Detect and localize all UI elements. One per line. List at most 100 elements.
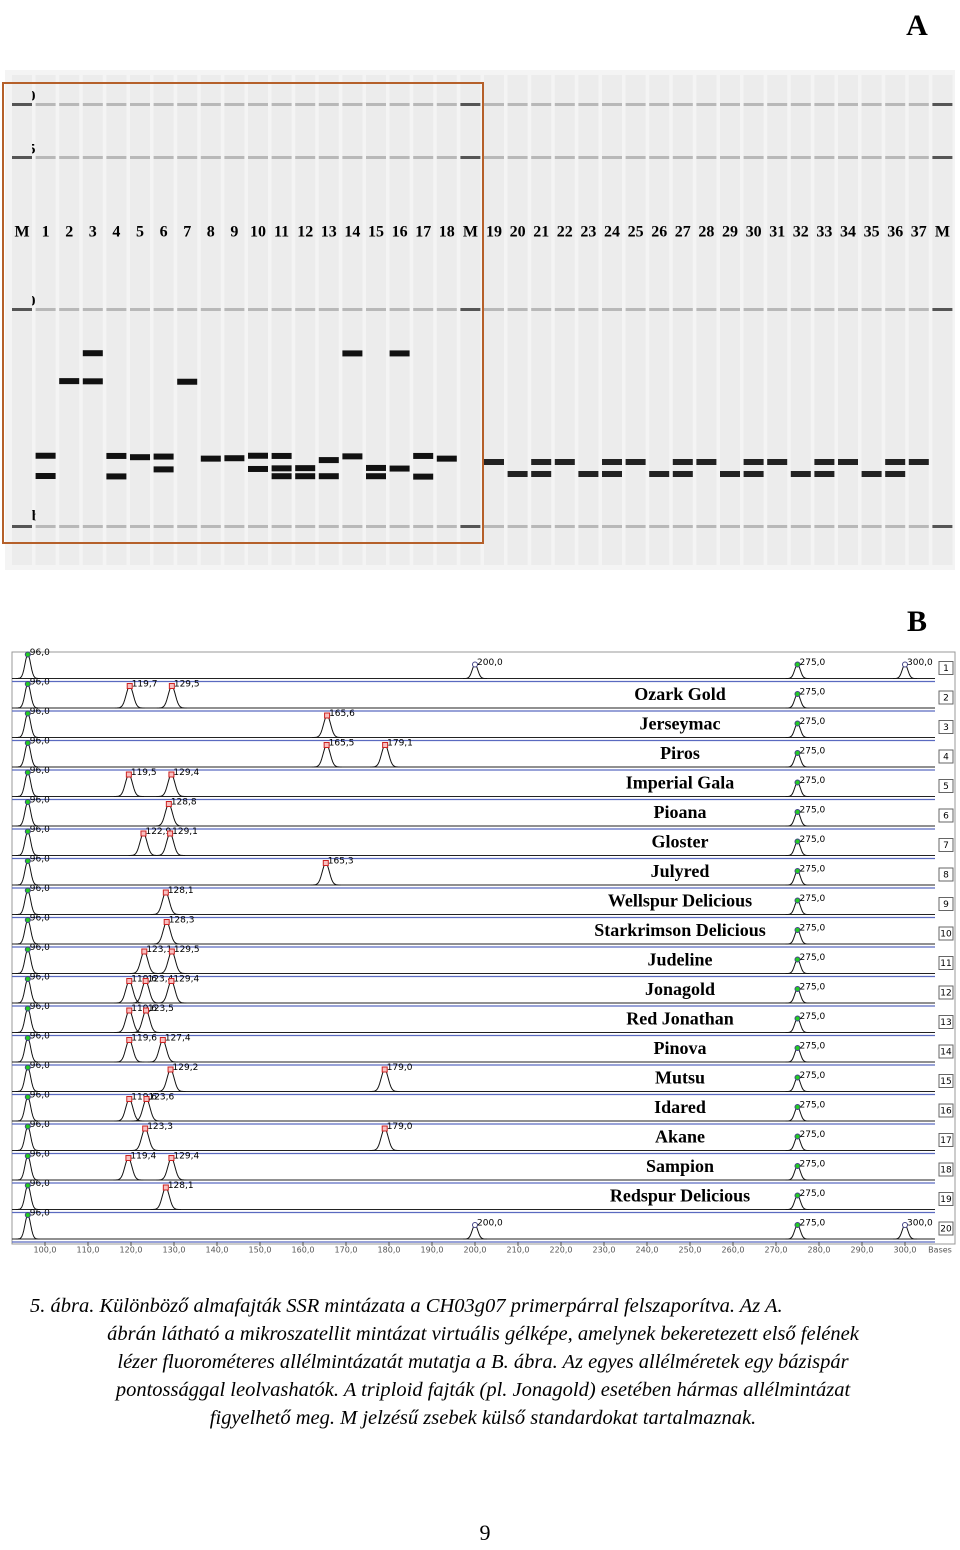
sample-band-decor: [531, 459, 552, 465]
peak-label: 129,4: [173, 768, 199, 778]
trace-number-box: [938, 1133, 954, 1147]
sample-band: [366, 473, 386, 480]
variety-name: Ozark Gold: [634, 684, 726, 704]
peak-label: 96,0: [30, 648, 50, 658]
peak-label: 96,0: [30, 973, 50, 983]
marker-band: [554, 156, 575, 159]
sample-band-decor: [672, 459, 693, 465]
peak-label: 275,0: [800, 1219, 826, 1229]
lane-label: 24: [604, 224, 620, 241]
marker-band: [35, 525, 56, 528]
peak-label: 129,4: [173, 975, 199, 985]
marker-band: [436, 103, 457, 106]
caption-line: 5. ábra. Különböző almafajták SSR mintáz…: [30, 1295, 783, 1317]
marker-band: [436, 525, 457, 528]
trace-number: 20: [940, 1225, 952, 1235]
peak-marker: [143, 1096, 150, 1102]
x-tick-label: 300,0: [894, 1246, 917, 1255]
marker-band: [743, 308, 764, 311]
lane-label: 19: [486, 224, 502, 241]
variety-name: Sampion: [646, 1156, 714, 1176]
peak-label: 129,2: [173, 1063, 199, 1073]
sample-band-decor: [885, 471, 906, 477]
marker-band: [696, 525, 717, 528]
lane-label: 29: [722, 224, 738, 241]
peak-label: 128,3: [169, 916, 195, 926]
x-tick-label: 270,0: [765, 1246, 788, 1255]
trace-number: 16: [940, 1107, 952, 1117]
marker-band: [838, 103, 858, 106]
sample-band-decor: [578, 471, 599, 477]
trace-number-box: [938, 1044, 954, 1059]
marker-band: [484, 525, 504, 528]
peak-marker: [24, 681, 31, 687]
peak-marker: [167, 1066, 174, 1073]
trace-number-box: [938, 1015, 954, 1029]
marker-band: [649, 525, 670, 528]
trace-number-box: [938, 749, 954, 764]
x-tick-label: 130,0: [163, 1246, 186, 1255]
peak-label: 275,0: [800, 658, 826, 668]
peak-marker: [902, 661, 908, 668]
trace-number: 13: [940, 1018, 951, 1028]
marker-band: [248, 156, 268, 159]
trace-number: 4: [943, 753, 949, 763]
peak-label: 123,4: [148, 975, 174, 985]
figure-b-label: B: [907, 605, 927, 638]
sample-band-decor: [484, 459, 504, 465]
marker-band: [861, 103, 882, 106]
marker-band: [271, 308, 292, 311]
sample-band-decor: [625, 459, 646, 465]
lane: [814, 75, 835, 565]
x-tick-label: 170,0: [335, 1246, 358, 1255]
peak-label: 275,0: [800, 924, 826, 934]
marker-band: [59, 525, 80, 528]
marker-band: [932, 156, 953, 159]
peak-label: 275,0: [800, 1101, 826, 1111]
peak-marker: [165, 801, 172, 807]
marker-band: [531, 525, 552, 528]
lane-label: 4: [112, 224, 120, 241]
x-tick-label: 230,0: [593, 1246, 616, 1255]
sample-band-decor: [649, 471, 670, 477]
sample-band-decor: [743, 471, 764, 477]
peak-marker: [381, 1125, 388, 1132]
peak-label: 275,0: [800, 806, 826, 816]
variety-name: Akane: [655, 1127, 705, 1147]
marker-band: [767, 103, 788, 106]
peak-marker: [142, 978, 149, 984]
x-tick-label: 240,0: [636, 1246, 659, 1255]
trace-number: 15: [940, 1077, 951, 1087]
lane: [625, 75, 646, 565]
marker-band: [342, 103, 363, 106]
peak-label: 119,6: [131, 1034, 157, 1044]
sample-band-decor: [861, 471, 882, 477]
marker-band: [578, 156, 599, 159]
x-tick-label: 140,0: [206, 1246, 229, 1255]
marker-band: [295, 103, 316, 106]
peak-label: 275,0: [800, 1042, 826, 1052]
peak-label: 275,0: [800, 983, 826, 993]
marker-band: [578, 525, 599, 528]
peak-marker: [24, 976, 31, 982]
marker-band: [814, 103, 835, 106]
sample-band-decor: [814, 459, 835, 465]
marker-band: [625, 156, 646, 159]
lane-label: 18: [439, 224, 455, 241]
marker-band: [389, 308, 410, 311]
peak-label: 123,5: [148, 1004, 174, 1014]
lane: [602, 75, 622, 565]
lane: [12, 75, 32, 565]
marker-band: [248, 525, 268, 528]
marker-band: [767, 525, 788, 528]
lane: [484, 75, 504, 565]
sample-band: [153, 453, 174, 460]
sample-band: [366, 464, 386, 471]
lane: [35, 75, 56, 565]
peak-marker: [381, 1066, 388, 1073]
trace-number: 12: [940, 989, 951, 999]
peak-label: 179,1: [387, 739, 413, 749]
lane: [342, 75, 363, 565]
marker-band: [12, 103, 32, 106]
peak-label: 128,1: [168, 886, 194, 896]
